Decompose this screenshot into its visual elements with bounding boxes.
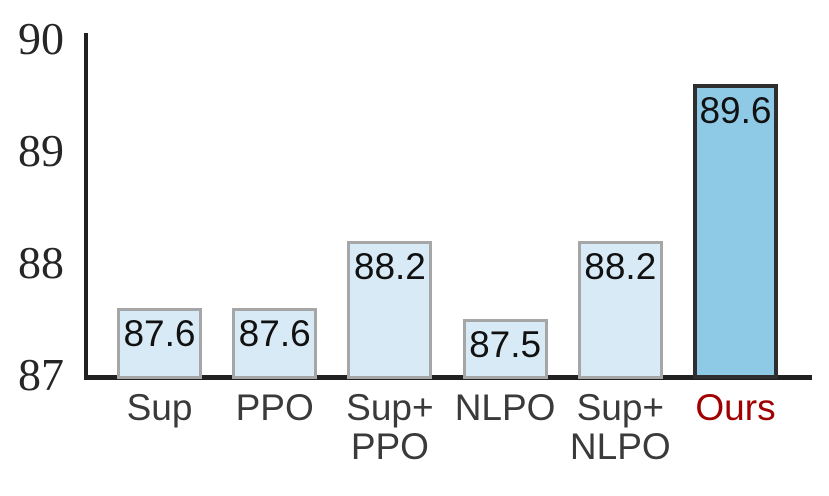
bar-value-label: 87.5 xyxy=(469,324,542,365)
bar-value-label: 87.6 xyxy=(238,312,311,354)
bar: 88.2 xyxy=(347,240,433,379)
y-tick-label: 87 xyxy=(18,349,64,400)
y-tick-label: 89 xyxy=(18,125,64,176)
bar-value-label: 87.6 xyxy=(123,312,196,354)
x-category-label: NLPO xyxy=(454,387,556,428)
bar-highlighted: 89.6 xyxy=(693,83,778,379)
bar: 87.6 xyxy=(117,307,202,379)
y-tick-label: 90 xyxy=(18,13,64,64)
x-category-label: Sup+ NLPO xyxy=(569,387,671,467)
bar: 88.2 xyxy=(577,240,663,379)
bar-value-label: 88.2 xyxy=(584,245,657,287)
bar-value-label: 89.6 xyxy=(699,89,772,131)
bar: 87.6 xyxy=(232,307,318,379)
y-axis-line xyxy=(84,33,88,380)
y-tick-label: 88 xyxy=(18,237,64,288)
x-category-label: Sup xyxy=(126,387,193,428)
x-category-label: PPO xyxy=(235,387,314,428)
bar: 87.5 xyxy=(462,319,548,379)
x-axis-line xyxy=(84,375,812,380)
bar-value-label: 88.2 xyxy=(353,245,426,287)
x-category-label: Sup+ PPO xyxy=(346,387,434,467)
x-category-label: Ours xyxy=(695,387,776,428)
